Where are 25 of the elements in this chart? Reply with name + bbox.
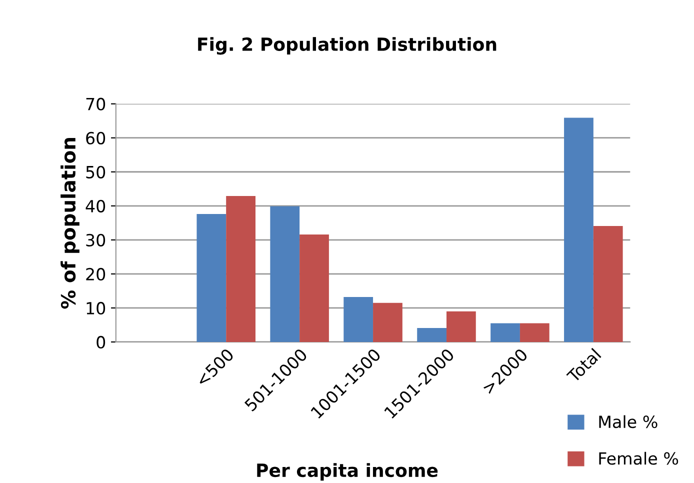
y-axis-title: % of population bbox=[60, 138, 80, 309]
bar bbox=[270, 206, 300, 342]
chart-title: Fig. 2 Population Distribution bbox=[198, 37, 496, 55]
bar bbox=[344, 297, 374, 342]
bar bbox=[446, 311, 476, 342]
bar bbox=[490, 323, 520, 342]
bar bbox=[300, 234, 329, 342]
y-tick-label: 50 bbox=[86, 166, 106, 178]
bar bbox=[564, 118, 594, 342]
bar bbox=[226, 196, 256, 342]
x-axis-title: Per capita income bbox=[257, 463, 438, 481]
bar bbox=[593, 226, 623, 342]
y-tick-label: 60 bbox=[86, 132, 106, 144]
bar bbox=[417, 328, 446, 342]
y-tick-label: 30 bbox=[86, 234, 106, 246]
y-tick-label: 40 bbox=[86, 200, 106, 212]
bar bbox=[196, 214, 226, 342]
legend-label: Female % bbox=[599, 452, 678, 465]
legend-label: Male % bbox=[599, 415, 658, 428]
y-tick-label: 70 bbox=[86, 98, 106, 110]
y-tick-label: 0 bbox=[96, 336, 106, 349]
bar bbox=[373, 302, 402, 342]
y-tick-label: 10 bbox=[86, 302, 106, 315]
bar bbox=[520, 323, 550, 342]
y-tick-label: 20 bbox=[86, 268, 106, 280]
